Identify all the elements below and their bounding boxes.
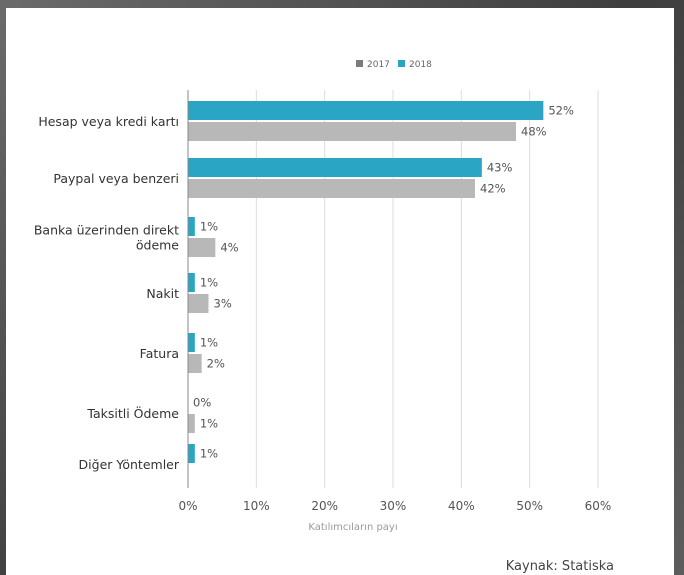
legend-label: 2018: [409, 60, 432, 70]
bar-2017: [188, 179, 475, 198]
bar-chart: 0% 10% 20% 30% 40% 50% 60% Katılımcıların payı 2…: [34, 60, 614, 574]
category-label: ödeme: [136, 238, 179, 253]
x-tick-label: 30%: [380, 499, 407, 513]
category-label: Fatura: [140, 346, 179, 361]
data-label: 4%: [220, 241, 238, 255]
data-label: 42%: [480, 182, 506, 196]
bar-2018: [188, 217, 195, 236]
data-label: 1%: [200, 220, 218, 234]
data-label: 3%: [214, 297, 232, 311]
data-label: 48%: [521, 125, 547, 139]
x-tick-label: 50%: [516, 499, 543, 513]
legend-label: 2017: [367, 60, 390, 70]
x-axis-title: Katılımcıların payı: [308, 522, 397, 533]
bar-2018: [188, 158, 482, 177]
bar-2017: [188, 238, 216, 257]
data-label: 1%: [200, 447, 218, 461]
bar-2017: [188, 294, 209, 313]
legend-swatch: [356, 60, 363, 67]
category-label: Taksitli Ödeme: [86, 405, 179, 421]
source-note: Kaynak: Statiska: [506, 559, 614, 574]
category-label: Paypal veya benzeri: [53, 171, 179, 186]
bar-2018: [188, 101, 544, 120]
legend-swatch: [398, 60, 405, 67]
x-tick-label: 40%: [448, 499, 475, 513]
category-label: Diğer Yöntemler: [79, 457, 180, 472]
data-label: 1%: [200, 276, 218, 290]
category-label: Hesap veya kredi kartı: [38, 114, 179, 129]
bar-2017: [188, 414, 195, 433]
data-label: 43%: [487, 161, 513, 175]
x-tick-label: 0%: [178, 499, 197, 513]
bar-2017: [188, 354, 202, 373]
chart-card: 0% 10% 20% 30% 40% 50% 60% Katılımcıların payı 2…: [6, 8, 674, 575]
data-label: 52%: [548, 104, 574, 118]
data-label: 1%: [200, 417, 218, 431]
category-label: Nakit: [146, 286, 179, 301]
category-label: Banka üzerinden direkt: [34, 223, 179, 238]
x-tick-label: 10%: [243, 499, 270, 513]
data-label: 1%: [200, 336, 218, 350]
x-tick-label: 60%: [585, 499, 612, 513]
bar-2018: [188, 273, 195, 292]
x-tick-label: 20%: [311, 499, 338, 513]
data-label: 2%: [207, 357, 225, 371]
bar-2018: [188, 444, 195, 463]
bar-2017: [188, 122, 516, 141]
bar-2018: [188, 333, 195, 352]
data-label: 0%: [193, 396, 211, 410]
